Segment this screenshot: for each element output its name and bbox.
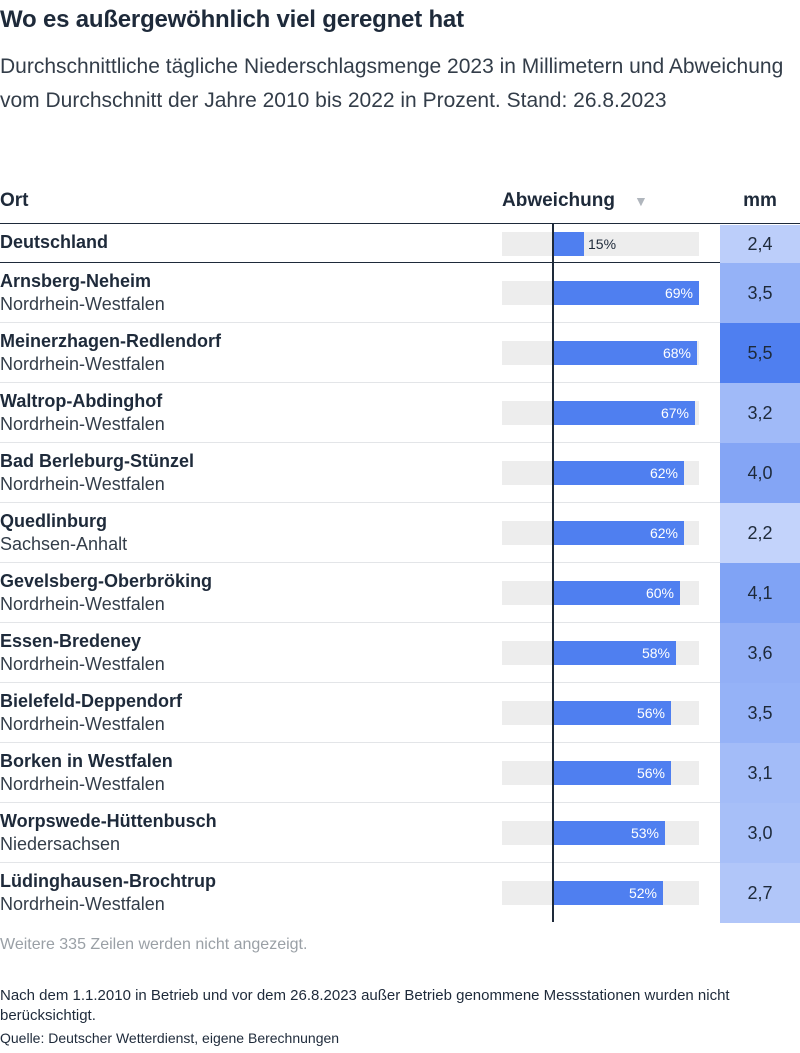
footnote: Nach dem 1.1.2010 in Betrieb und vor dem… — [0, 987, 730, 1024]
table-row[interactable]: Quedlinburg Sachsen-Anhalt 62% 2,2 — [0, 503, 800, 563]
deviation-bar — [552, 461, 684, 485]
deviation-label: 53% — [630, 825, 659, 841]
location-name: Meinerzhagen-Redlendorf — [0, 331, 222, 351]
location-region: Nordrhein-Westfalen — [0, 774, 165, 794]
mm-cell: 4,1 — [720, 563, 800, 623]
column-header-abweichung[interactable]: Abweichung — [502, 190, 615, 211]
location-name: Bielefeld-Deppendorf — [0, 691, 183, 711]
deviation-bar — [552, 281, 699, 305]
mm-cell: 2,7 — [720, 863, 800, 923]
table-row[interactable]: Waltrop-Abdinghof Nordrhein-Westfalen 67% 3… — [0, 383, 800, 443]
deviation-label: 15% — [588, 236, 617, 252]
mm-cell: 3,1 — [720, 743, 800, 803]
deviation-label: 58% — [641, 645, 670, 661]
mm-cell: 3,2 — [720, 383, 800, 443]
deviation-label: 68% — [662, 345, 691, 361]
mm-cell: 3,5 — [720, 263, 800, 323]
location-name: Borken in Westfalen — [0, 751, 173, 771]
location-name: Deutschland — [0, 232, 109, 252]
location-region: Sachsen-Anhalt — [0, 534, 128, 554]
table-row[interactable]: Bielefeld-Deppendorf Nordrhein-Westfalen 5… — [0, 683, 800, 743]
table-row[interactable]: Meinerzhagen-Redlendorf Nordrhein-Westfal… — [0, 323, 800, 383]
mm-cell: 5,5 — [720, 323, 800, 383]
table-row[interactable]: Arnsberg-Neheim Nordrhein-Westfalen 69% 3,5 — [0, 263, 800, 323]
table-row[interactable]: Deutschland 15% 2,4 — [0, 225, 800, 263]
zero-axis-line — [552, 224, 554, 922]
table-header: Ort Abweichung ▼ mm — [0, 186, 800, 224]
table-row[interactable]: Bad Berleburg-Stünzel Nordrhein-Westfalen… — [0, 443, 800, 503]
chart-subtitle: Durchschnittliche tägliche Niederschlags… — [0, 55, 784, 112]
mm-cell: 2,4 — [720, 225, 800, 263]
table-row[interactable]: Borken in Westfalen Nordrhein-Westfalen 56… — [0, 743, 800, 803]
bar-track — [502, 232, 699, 256]
location-region: Nordrhein-Westfalen — [0, 894, 165, 914]
deviation-bar — [552, 521, 684, 545]
sort-descending-icon[interactable]: ▼ — [634, 193, 648, 209]
location-name: Bad Berleburg-Stünzel — [0, 451, 195, 471]
deviation-bar — [552, 641, 676, 665]
location-region: Nordrhein-Westfalen — [0, 474, 165, 494]
deviation-label: 56% — [636, 765, 665, 781]
location-region: Nordrhein-Westfalen — [0, 354, 165, 374]
deviation-label: 60% — [645, 585, 674, 601]
deviation-label: 52% — [628, 885, 657, 901]
location-region: Niedersachsen — [0, 834, 121, 854]
mm-cell: 3,0 — [720, 803, 800, 863]
location-region: Nordrhein-Westfalen — [0, 414, 165, 434]
deviation-bar — [552, 881, 663, 905]
chart-title: Wo es außergewöhnlich viel geregnet hat — [0, 6, 464, 33]
deviation-bar — [552, 761, 671, 785]
deviation-bar — [552, 341, 697, 365]
more-rows-hint: Weitere 335 Zeilen werden nicht angezeig… — [0, 936, 308, 953]
mm-cell: 2,2 — [720, 503, 800, 563]
location-name: Quedlinburg — [0, 511, 107, 531]
location-region: Nordrhein-Westfalen — [0, 594, 165, 614]
deviation-bar — [552, 581, 680, 605]
table-row[interactable]: Gevelsberg-Oberbröking Nordrhein-Westfale… — [0, 563, 800, 623]
deviation-label: 62% — [649, 465, 678, 481]
mm-cell: 3,5 — [720, 683, 800, 743]
location-name: Lüdinghausen-Brochtrup — [0, 871, 216, 891]
location-region: Nordrhein-Westfalen — [0, 714, 165, 734]
column-header-mm[interactable]: mm — [743, 190, 777, 211]
column-header-ort[interactable]: Ort — [0, 190, 29, 211]
deviation-label: 62% — [649, 525, 678, 541]
deviation-bar — [552, 701, 671, 725]
location-name: Waltrop-Abdinghof — [0, 391, 163, 411]
mm-cell: 4,0 — [720, 443, 800, 503]
deviation-label: 67% — [660, 405, 689, 421]
location-name: Gevelsberg-Oberbröking — [0, 571, 213, 591]
table-row[interactable]: Lüdinghausen-Brochtrup Nordrhein-Westfale… — [0, 863, 800, 923]
location-name: Arnsberg-Neheim — [0, 271, 152, 291]
location-region: Nordrhein-Westfalen — [0, 654, 165, 674]
location-region: Nordrhein-Westfalen — [0, 294, 165, 314]
table-row[interactable]: Worpswede-Hüttenbusch Niedersachsen 53% 3,0 — [0, 803, 800, 863]
mm-cell: 3,6 — [720, 623, 800, 683]
deviation-bar — [552, 821, 665, 845]
source-note: Quelle: Deutscher Wetterdienst, eigene B… — [0, 1030, 340, 1046]
table-row[interactable]: Essen-Bredeney Nordrhein-Westfalen 58% 3,6 — [0, 623, 800, 683]
location-name: Essen-Bredeney — [0, 631, 142, 651]
location-name: Worpswede-Hüttenbusch — [0, 811, 217, 831]
deviation-label: 69% — [664, 285, 693, 301]
deviation-label: 56% — [636, 705, 665, 721]
deviation-bar — [552, 401, 695, 425]
deviation-bar — [552, 232, 584, 256]
